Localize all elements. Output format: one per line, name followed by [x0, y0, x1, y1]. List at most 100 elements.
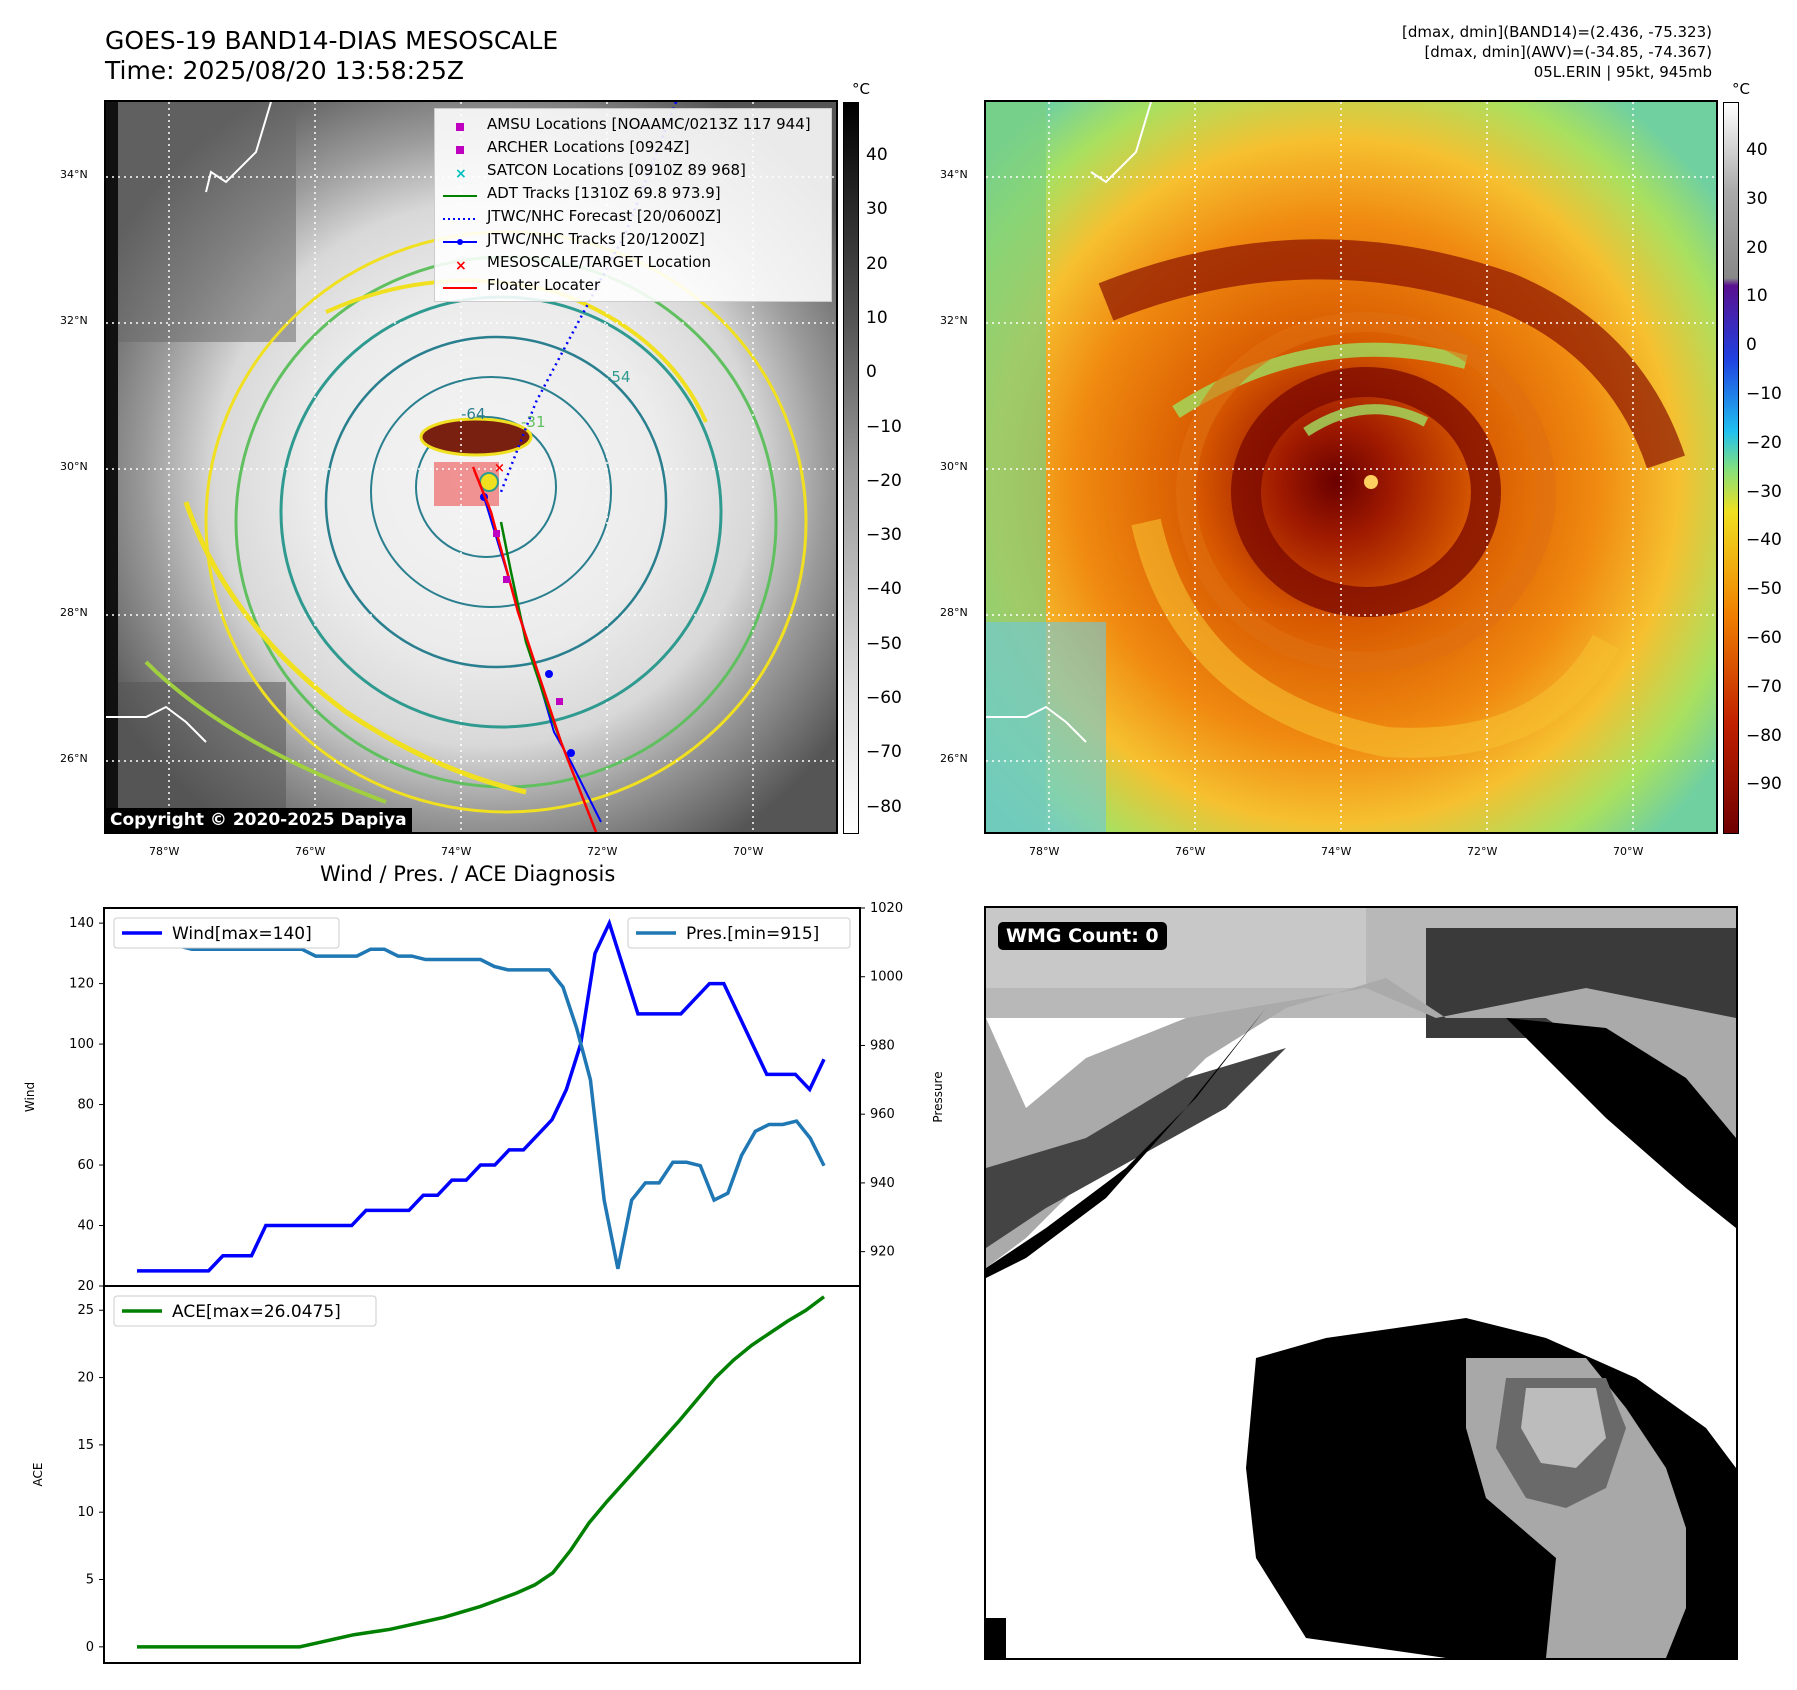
- lon-label: 76°W: [1175, 845, 1206, 858]
- figure-title: GOES-19 BAND14-DIAS MESOSCALE Time: 2025…: [105, 26, 558, 86]
- colorbar-tick-label: −30: [1746, 481, 1782, 502]
- colorbar-tick-label: −60: [866, 688, 902, 708]
- colorbar-tick-label: −50: [1746, 579, 1782, 600]
- pressure-ytick-label: 1020: [870, 901, 903, 916]
- wind-series-line: [137, 918, 826, 1273]
- left-colorbar: [843, 102, 859, 834]
- lat-label: 32°N: [60, 314, 88, 327]
- lat-label: 30°N: [60, 460, 88, 473]
- lon-label: 72°W: [587, 845, 618, 858]
- ace-ytick-label: 5: [86, 1573, 94, 1588]
- info-line-1: [dmax, dmin](BAND14)=(2.436, -75.323): [1401, 23, 1712, 41]
- svg-text:×: ×: [494, 461, 505, 476]
- colorbar-tick-label: −90: [1746, 774, 1782, 795]
- legend-marker-icon: [443, 233, 477, 247]
- legend-item: AMSU Locations [NOAAMC/0213Z 117 944]: [443, 113, 823, 136]
- colorbar-tick-label: −20: [866, 470, 902, 491]
- wmg-count-badge: WMG Count: 0: [998, 922, 1167, 950]
- legend-item: JTWC/NHC Tracks [20/1200Z]: [443, 228, 823, 251]
- lat-label: 26°N: [60, 752, 88, 765]
- lon-label: 70°W: [1613, 845, 1644, 858]
- colorbar-tick-label: −80: [1746, 725, 1782, 746]
- colorbar-tick-label: −80: [866, 796, 902, 817]
- lon-label: 74°W: [1321, 845, 1352, 858]
- legend-marker-icon: ×: [443, 256, 477, 274]
- wind-legend-label: Wind[max=140]: [172, 924, 312, 944]
- wind-ytick-label: 80: [77, 1098, 94, 1113]
- wind-ytick-label: 40: [77, 1219, 94, 1234]
- wind-pressure-axes-frame: [103, 907, 861, 1287]
- legend-label: Floater Locater: [487, 276, 601, 294]
- colorbar-tick-label: 40: [1746, 140, 1768, 160]
- legend-label: ARCHER Locations [0924Z]: [487, 138, 690, 156]
- colorbar-tick-label: −40: [866, 579, 902, 600]
- ace-legend-box: [113, 1295, 377, 1327]
- colorbar-tick-label: −20: [1746, 432, 1782, 453]
- ace-ytick-label: 25: [77, 1303, 94, 1318]
- pressure-legend-box: [627, 917, 851, 949]
- legend-item: ARCHER Locations [0924Z]: [443, 136, 823, 159]
- colorbar-tick-label: 20: [866, 253, 888, 274]
- lat-label: 34°N: [940, 168, 968, 181]
- svg-text:×: ×: [455, 166, 467, 180]
- lon-label: 70°W: [733, 845, 764, 858]
- legend-label: MESOSCALE/TARGET Location: [487, 253, 712, 271]
- wind-ytick-label: 100: [69, 1037, 94, 1052]
- title-line-2: Time: 2025/08/20 13:58:25Z: [105, 56, 464, 85]
- left-colorbar-unit: °C: [852, 80, 870, 98]
- contour-label-54: -54: [606, 368, 631, 386]
- colorbar-tick-label: 30: [1746, 188, 1768, 209]
- contour-label-31: -31: [521, 413, 546, 431]
- svg-text:×: ×: [455, 258, 467, 272]
- wind-ytick-label: 120: [69, 977, 94, 992]
- info-line-3: 05L.ERIN | 95kt, 945mb: [1533, 63, 1712, 81]
- wmg-panel: WMG Count: 0: [984, 906, 1738, 1660]
- lon-label: 74°W: [441, 845, 472, 858]
- wind-axis-label: Wind: [23, 1082, 37, 1112]
- wmg-imagery: [986, 908, 1736, 1658]
- legend-marker-icon: [443, 279, 477, 293]
- legend-item: JTWC/NHC Forecast [20/0600Z]: [443, 205, 823, 228]
- ace-axes-frame: [103, 1285, 861, 1664]
- info-line-2: [dmax, dmin](AWV)=(-34.85, -74.367): [1424, 43, 1712, 61]
- lat-label: 28°N: [940, 606, 968, 619]
- pressure-ytick-label: 980: [870, 1038, 895, 1053]
- colorbar-tick-label: −70: [1746, 676, 1782, 697]
- pressure-series-line: [137, 923, 826, 1270]
- diagnosis-title: Wind / Pres. / ACE Diagnosis: [320, 862, 616, 886]
- ace-series-line: [137, 1295, 826, 1649]
- wind-legend-box: [113, 917, 340, 949]
- right-colorbar: [1723, 102, 1739, 834]
- legend-label: ADT Tracks [1310Z 69.8 973.9]: [487, 184, 721, 202]
- colorbar-tick-label: −60: [1746, 628, 1782, 648]
- legend-label: AMSU Locations [NOAAMC/0213Z 117 944]: [487, 115, 811, 133]
- lon-label: 78°W: [149, 845, 180, 858]
- colorbar-tick-label: −50: [866, 633, 902, 654]
- wind-ytick-label: 20: [77, 1279, 94, 1294]
- legend-label: JTWC/NHC Tracks [20/1200Z]: [487, 230, 705, 248]
- legend-item: × SATCON Locations [0910Z 89 968]: [443, 159, 823, 182]
- ace-ytick-label: 10: [77, 1505, 94, 1520]
- colorbar-tick-label: 0: [1746, 335, 1757, 356]
- legend-item: × MESOSCALE/TARGET Location: [443, 251, 823, 274]
- legend-marker-icon: ×: [443, 164, 477, 182]
- right-colorbar-unit: °C: [1732, 80, 1750, 98]
- colorbar-tick-label: 0: [866, 362, 877, 383]
- legend-marker-icon: [443, 187, 477, 201]
- awv-map: [984, 100, 1718, 834]
- lat-label: 32°N: [940, 314, 968, 327]
- legend-marker-icon: [443, 210, 477, 224]
- colorbar-tick-label: −40: [1746, 530, 1782, 551]
- colorbar-tick-label: −10: [866, 416, 902, 437]
- colorbar-tick-label: 10: [1746, 286, 1768, 307]
- pressure-ytick-label: 940: [870, 1176, 895, 1191]
- lon-label: 72°W: [1467, 845, 1498, 858]
- pressure-ytick-label: 960: [870, 1107, 895, 1122]
- map-legend: AMSU Locations [NOAAMC/0213Z 117 944] ARC…: [434, 108, 832, 302]
- colorbar-tick-label: 10: [866, 307, 888, 328]
- ace-ytick-label: 20: [77, 1371, 94, 1386]
- wind-ytick-label: 140: [69, 916, 94, 931]
- ace-axis-label: ACE: [31, 1463, 45, 1487]
- band14-map: × -64 -54 -31 AMSU Locations [NOAAMC/021…: [104, 100, 838, 834]
- awv-imagery: [986, 102, 1716, 832]
